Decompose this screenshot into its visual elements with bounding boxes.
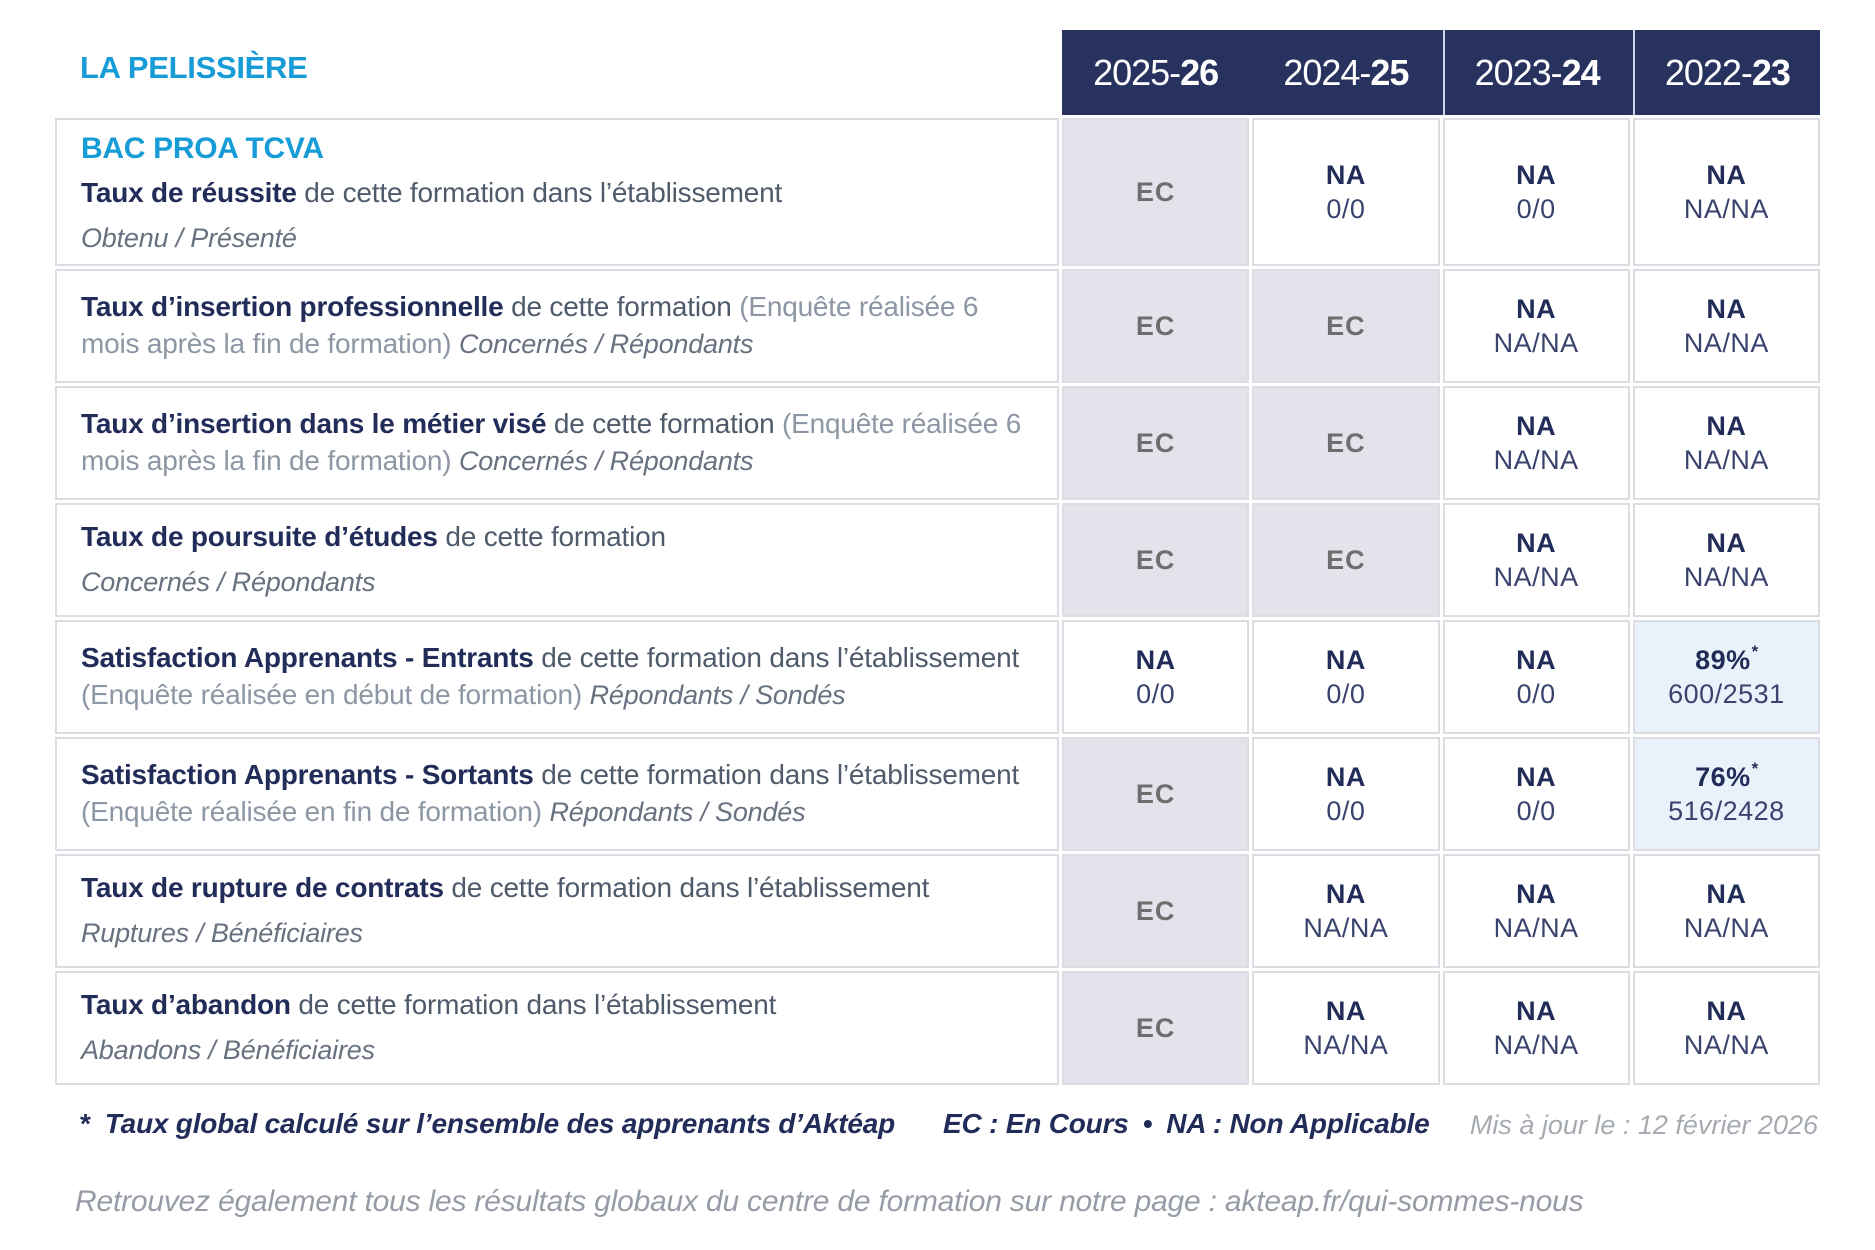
table-cell: NA 0/0 [1252,620,1440,734]
table-cell: EC [1252,386,1440,500]
table-cell: NA NA/NA [1442,386,1630,500]
table-cell-highlight: 76%* 516/2428 [1632,737,1820,851]
row-label-insertion-metier-vise: Taux d’insertion dans le métier visé de … [55,386,1059,500]
year-prefix: 2023- [1474,51,1563,93]
row-label-text: Taux de poursuite d’études de cette form… [81,521,666,598]
row-label-text: Satisfaction Apprenants - Entrants de ce… [81,642,1020,710]
row-label-satisfaction-sortants: Satisfaction Apprenants - Sortants de ce… [55,737,1059,851]
column-header-2025-26: 2025- 26 [1062,30,1249,115]
table-cell: NA NA/NA [1442,971,1630,1085]
legend-na: NA : Non Applicable [1166,1108,1430,1139]
table-cell: NA NA/NA [1632,503,1820,617]
footer: * Taux global calculé sur l’ensemble des … [55,1108,1820,1158]
year-prefix: 2024- [1283,51,1371,93]
program-title: BAC PROA TCVA [81,132,324,166]
row-label-insertion-professionnelle: Taux d’insertion professionnelle de cett… [55,269,1059,383]
table-cell: EC [1062,503,1250,617]
column-header-2023-24: 2023- 24 [1442,30,1630,115]
table-cell: NA NA/NA [1252,854,1440,968]
table-cell: NA NA/NA [1632,386,1820,500]
year-prefix: 2022- [1664,51,1753,93]
row-label-text: Satisfaction Apprenants - Sortants de ce… [81,759,1020,827]
row-label-satisfaction-entrants: Satisfaction Apprenants - Entrants de ce… [55,620,1059,734]
column-header-2024-25: 2024- 25 [1252,30,1439,115]
table-cell: NA 0/0 [1442,620,1630,734]
footnote-asterisk: * [1751,759,1759,778]
table-cell: NA NA/NA [1442,269,1630,383]
year-suffix: 24 [1561,51,1601,93]
table-cell: NA NA/NA [1252,971,1440,1085]
footnote-asterisk: * [80,1108,91,1139]
row-label-abandon: Taux d’abandon de cette formation dans l… [55,971,1059,1085]
year-suffix: 26 [1180,51,1219,93]
footnote: * Taux global calculé sur l’ensemble des … [80,1108,895,1139]
table-corner-spacer [55,30,1059,115]
table-cell: NA NA/NA [1632,971,1820,1085]
table-cell: NA 0/0 [1252,118,1440,266]
year-suffix: 23 [1751,51,1791,93]
last-updated-text: Mis à jour le : 12 février 2026 [1469,1110,1818,1140]
table-cell: NA NA/NA [1442,503,1630,617]
table-cell: NA 0/0 [1252,737,1440,851]
table-cell: NA NA/NA [1632,269,1820,383]
bottom-note: Retrouvez également tous les résultats g… [75,1185,1584,1218]
footnote-asterisk: * [1751,642,1759,661]
column-header-2022-23: 2022- 23 [1632,30,1820,115]
table-cell: EC [1062,854,1250,968]
row-label-taux-reussite: BAC PROA TCVA Taux de réussite de cette … [55,118,1059,266]
table-cell: NA 0/0 [1442,737,1630,851]
table-cell: EC [1062,386,1250,500]
legend-separator: • [1142,1108,1153,1139]
year-prefix: 2025- [1093,51,1181,93]
abbreviation-legend: EC : En Cours • NA : Non Applicable [943,1108,1430,1140]
legend-ec: EC : En Cours [943,1108,1129,1139]
year-suffix: 25 [1370,51,1409,93]
row-label-text: Taux de rupture de contrats de cette for… [81,872,930,949]
table-cell: EC [1062,118,1250,266]
table-cell: NA 0/0 [1062,620,1250,734]
table-cell: EC [1062,737,1250,851]
row-label-text: Taux de réussite de cette formation dans… [81,177,783,253]
table-cell: NA NA/NA [1442,854,1630,968]
table-cell: NA NA/NA [1632,118,1820,266]
table-cell-highlight: 89%* 600/2531 [1632,620,1820,734]
site-title: LA PELISSIÈRE [80,50,308,85]
row-label-rupture-contrats: Taux de rupture de contrats de cette for… [55,854,1059,968]
row-label-text: Taux d’abandon de cette formation dans l… [81,989,777,1066]
results-table: 2025- 26 2024- 25 2023- 24 2022- 23 BAC PROA… [55,30,1820,1085]
table-cell: EC [1252,503,1440,617]
table-cell: NA NA/NA [1632,854,1820,968]
row-label-text: Taux d’insertion dans le métier visé de … [81,408,1022,476]
table-cell: EC [1062,971,1250,1085]
row-label-text: Taux d’insertion professionnelle de cett… [81,291,979,359]
table-cell: NA 0/0 [1442,118,1630,266]
row-label-poursuite-etudes: Taux de poursuite d’études de cette form… [55,503,1059,617]
table-cell: EC [1252,269,1440,383]
table-cell: EC [1062,269,1250,383]
